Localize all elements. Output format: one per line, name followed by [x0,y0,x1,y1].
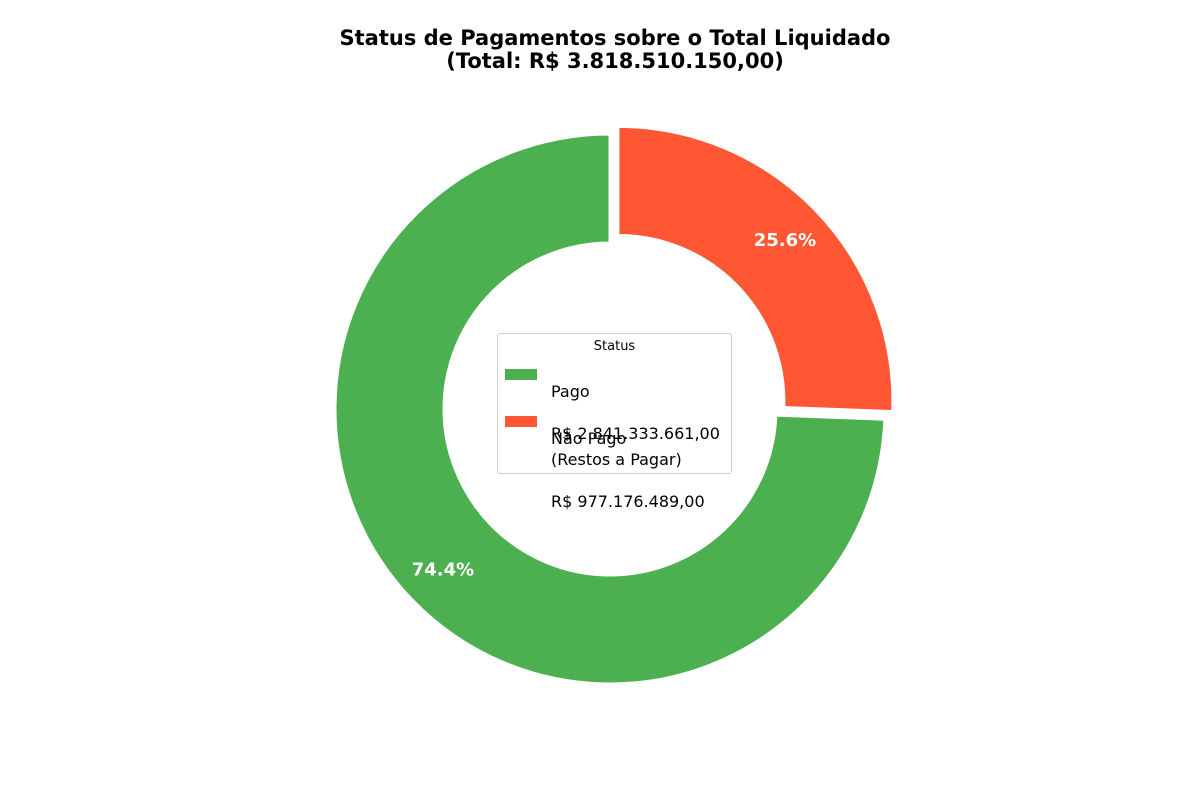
donut-slice-0 [616,124,895,414]
percent-label-0: 25.6% [754,230,816,251]
chart-title-line2: (Total: R$ 3.818.510.150,00) [446,49,784,73]
legend-swatch-nao-pago [505,416,537,427]
percent-labels: 25.6% 74.4% [412,230,817,581]
donut-slices [333,124,895,686]
legend-value-pago: R$ 2.841.333.661,00 [551,424,720,443]
legend-label-nao-pago: Não Pago (Restos a Pagar) [551,429,682,469]
legend-swatch-pago [505,369,537,380]
legend: Status Pago R$ 2.841.333.661,00 Não Pago… [497,333,732,511]
legend-label-pago: Pago [551,382,590,401]
percent-label-1: 74.4% [412,559,474,580]
donut-slice-1 [333,132,887,686]
legend-title: Status [593,339,636,354]
chart-title-line1: Status de Pagamentos sobre o Total Liqui… [340,26,891,50]
legend-value-nao-pago: R$ 977.176.489,00 [551,492,705,511]
legend-entry-nao-pago: Não Pago (Restos a Pagar) R$ 977.176.489… [505,407,705,533]
legend-entry-pago: Pago R$ 2.841.333.661,00 [505,360,720,465]
